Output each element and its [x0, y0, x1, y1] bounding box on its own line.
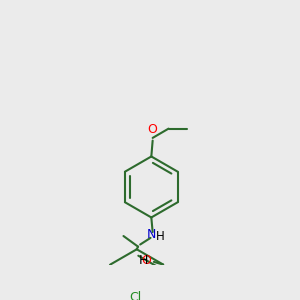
Text: N: N: [147, 228, 156, 241]
Text: O: O: [141, 254, 151, 267]
Text: H: H: [139, 254, 148, 267]
Text: H: H: [156, 230, 164, 242]
Text: Cl: Cl: [129, 291, 141, 300]
Text: O: O: [148, 123, 158, 136]
